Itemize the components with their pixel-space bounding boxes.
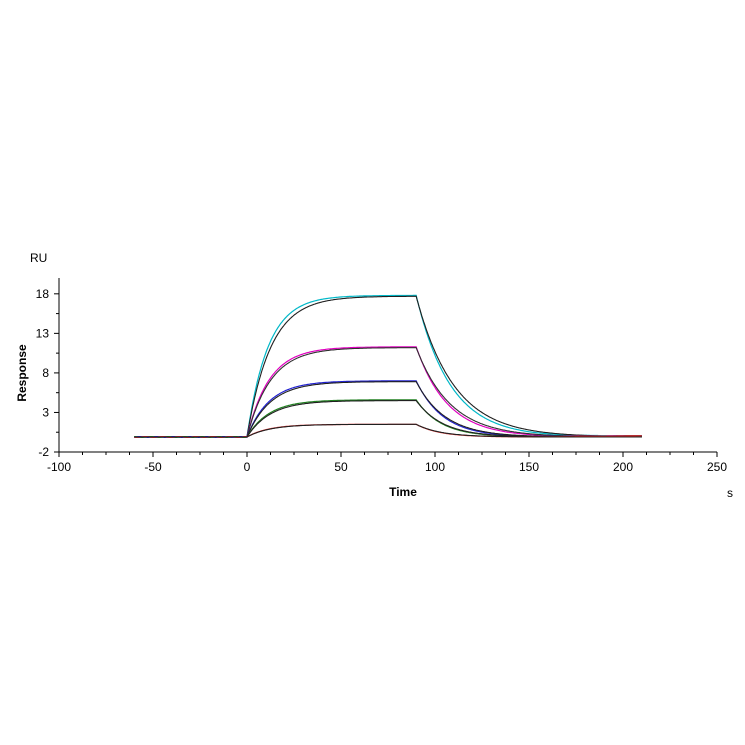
x-tick-label: -50 bbox=[144, 460, 162, 474]
series-line-5 bbox=[134, 381, 642, 438]
y-axis-title: Response bbox=[15, 344, 29, 402]
y-unit-label: RU bbox=[30, 251, 47, 265]
y-tick-label: 18 bbox=[36, 287, 50, 301]
x-tick-label: 150 bbox=[519, 460, 539, 474]
x-unit-label: s bbox=[727, 486, 733, 500]
y-tick-label: 8 bbox=[42, 366, 49, 380]
x-axis-title: Time bbox=[389, 485, 417, 499]
y-tick-label: -2 bbox=[38, 445, 49, 459]
series-line-7 bbox=[134, 400, 642, 438]
series-line-6 bbox=[134, 399, 642, 438]
series-group bbox=[134, 294, 642, 439]
series-line-9 bbox=[134, 423, 642, 438]
x-tick-label: 200 bbox=[613, 460, 633, 474]
x-tick-label: 250 bbox=[707, 460, 727, 474]
y-tick-label: 13 bbox=[36, 326, 50, 340]
series-line-1 bbox=[134, 295, 642, 438]
x-tick-label: 0 bbox=[244, 460, 251, 474]
series-line-4 bbox=[134, 380, 642, 439]
axes bbox=[58, 278, 717, 453]
y-tick-label: 3 bbox=[42, 405, 49, 419]
tick-marks: -100 -50 0 50 100 150 200 250 -2 3 8 13 18 bbox=[36, 287, 728, 474]
x-tick-label: -100 bbox=[47, 460, 71, 474]
x-tick-label: 50 bbox=[334, 460, 348, 474]
x-tick-label: 100 bbox=[425, 460, 445, 474]
series-line-0 bbox=[134, 294, 642, 438]
series-line-3 bbox=[134, 347, 642, 438]
